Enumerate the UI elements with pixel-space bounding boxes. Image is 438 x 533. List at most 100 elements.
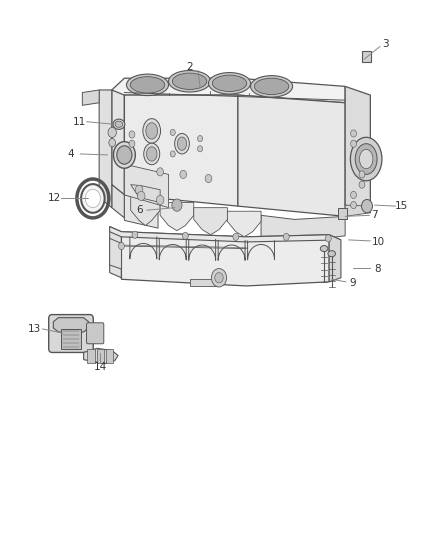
Ellipse shape — [355, 144, 377, 174]
Ellipse shape — [113, 119, 125, 130]
Circle shape — [85, 189, 100, 208]
Circle shape — [350, 191, 357, 198]
Circle shape — [156, 196, 164, 205]
Polygon shape — [345, 205, 371, 216]
Circle shape — [129, 131, 135, 138]
Polygon shape — [82, 90, 99, 106]
Ellipse shape — [169, 70, 211, 92]
Polygon shape — [84, 349, 118, 364]
FancyBboxPatch shape — [87, 323, 104, 344]
Polygon shape — [124, 195, 158, 228]
Circle shape — [119, 243, 124, 249]
Polygon shape — [124, 164, 169, 208]
Ellipse shape — [130, 77, 165, 93]
Ellipse shape — [177, 137, 187, 150]
Circle shape — [361, 199, 372, 213]
Text: 13: 13 — [28, 324, 42, 334]
Ellipse shape — [175, 133, 189, 154]
Circle shape — [170, 151, 175, 157]
FancyBboxPatch shape — [49, 314, 93, 352]
FancyBboxPatch shape — [97, 350, 104, 363]
Polygon shape — [124, 95, 238, 206]
Polygon shape — [194, 208, 227, 235]
Polygon shape — [190, 279, 219, 286]
Polygon shape — [261, 215, 345, 242]
Polygon shape — [345, 86, 371, 213]
Circle shape — [198, 146, 203, 152]
Text: 11: 11 — [73, 117, 86, 127]
Polygon shape — [160, 203, 194, 231]
Circle shape — [81, 184, 105, 213]
Circle shape — [359, 181, 365, 188]
Polygon shape — [112, 78, 345, 106]
Ellipse shape — [146, 147, 157, 161]
Circle shape — [157, 168, 163, 176]
Ellipse shape — [320, 246, 328, 252]
FancyBboxPatch shape — [106, 350, 113, 363]
Circle shape — [172, 199, 182, 211]
Polygon shape — [99, 90, 112, 208]
Text: 7: 7 — [371, 211, 378, 220]
Circle shape — [129, 140, 135, 147]
Polygon shape — [131, 184, 160, 203]
Ellipse shape — [144, 143, 160, 165]
Circle shape — [212, 269, 226, 287]
Text: 15: 15 — [395, 201, 409, 211]
Circle shape — [325, 235, 331, 242]
Circle shape — [180, 171, 187, 179]
Circle shape — [138, 191, 145, 200]
Circle shape — [109, 139, 116, 147]
Text: 10: 10 — [371, 237, 385, 247]
Bar — [338, 208, 347, 220]
Ellipse shape — [328, 251, 336, 257]
Text: 12: 12 — [48, 193, 61, 204]
Circle shape — [170, 130, 175, 135]
Ellipse shape — [208, 72, 251, 94]
Text: 8: 8 — [374, 264, 381, 274]
Circle shape — [215, 273, 223, 283]
Text: 4: 4 — [68, 149, 74, 159]
Circle shape — [135, 185, 143, 195]
Polygon shape — [112, 90, 124, 195]
Circle shape — [350, 201, 357, 209]
Bar — [362, 51, 371, 62]
Ellipse shape — [212, 75, 247, 92]
FancyBboxPatch shape — [88, 350, 95, 363]
Ellipse shape — [146, 123, 158, 139]
Text: 14: 14 — [94, 362, 107, 373]
Polygon shape — [329, 235, 341, 282]
FancyBboxPatch shape — [61, 329, 81, 350]
Ellipse shape — [117, 146, 132, 164]
Polygon shape — [227, 211, 261, 237]
Ellipse shape — [143, 119, 161, 143]
Ellipse shape — [115, 121, 123, 127]
Polygon shape — [110, 238, 121, 269]
Ellipse shape — [251, 76, 293, 97]
Text: 9: 9 — [350, 278, 356, 288]
Polygon shape — [112, 184, 124, 218]
Ellipse shape — [360, 149, 373, 169]
Polygon shape — [110, 227, 341, 242]
Ellipse shape — [127, 74, 169, 95]
Circle shape — [108, 127, 117, 138]
Circle shape — [350, 130, 357, 137]
Polygon shape — [121, 232, 329, 286]
Circle shape — [132, 231, 138, 238]
Text: 6: 6 — [136, 205, 142, 215]
Circle shape — [233, 233, 239, 240]
Ellipse shape — [254, 78, 289, 94]
Circle shape — [205, 174, 212, 183]
Polygon shape — [110, 227, 121, 278]
Ellipse shape — [172, 73, 207, 90]
Ellipse shape — [113, 142, 135, 168]
Circle shape — [182, 232, 188, 239]
Circle shape — [359, 171, 365, 178]
Ellipse shape — [350, 138, 382, 181]
Circle shape — [283, 233, 289, 240]
Circle shape — [198, 135, 203, 142]
Polygon shape — [131, 196, 160, 225]
Circle shape — [350, 140, 357, 147]
Text: 2: 2 — [186, 62, 193, 72]
Polygon shape — [53, 318, 88, 332]
Text: 3: 3 — [382, 39, 389, 49]
